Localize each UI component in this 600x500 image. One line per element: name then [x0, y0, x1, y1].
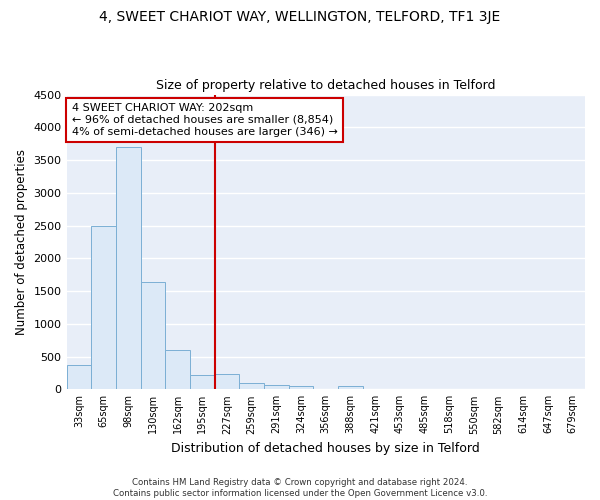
Bar: [239, 383, 264, 390]
Text: Contains HM Land Registry data © Crown copyright and database right 2024.
Contai: Contains HM Land Registry data © Crown c…: [113, 478, 487, 498]
Bar: [215, 374, 239, 390]
Text: 4, SWEET CHARIOT WAY, WELLINGTON, TELFORD, TF1 3JE: 4, SWEET CHARIOT WAY, WELLINGTON, TELFOR…: [100, 10, 500, 24]
Bar: [116, 147, 140, 390]
Bar: [190, 375, 215, 390]
Text: 4 SWEET CHARIOT WAY: 202sqm
← 96% of detached houses are smaller (8,854)
4% of s: 4 SWEET CHARIOT WAY: 202sqm ← 96% of det…: [72, 104, 338, 136]
Bar: [264, 384, 289, 390]
Bar: [91, 226, 116, 390]
X-axis label: Distribution of detached houses by size in Telford: Distribution of detached houses by size …: [172, 442, 480, 455]
Bar: [338, 386, 363, 390]
Y-axis label: Number of detached properties: Number of detached properties: [15, 149, 28, 335]
Bar: [289, 386, 313, 390]
Bar: [140, 282, 165, 390]
Bar: [67, 364, 91, 390]
Title: Size of property relative to detached houses in Telford: Size of property relative to detached ho…: [156, 79, 496, 92]
Bar: [165, 350, 190, 390]
